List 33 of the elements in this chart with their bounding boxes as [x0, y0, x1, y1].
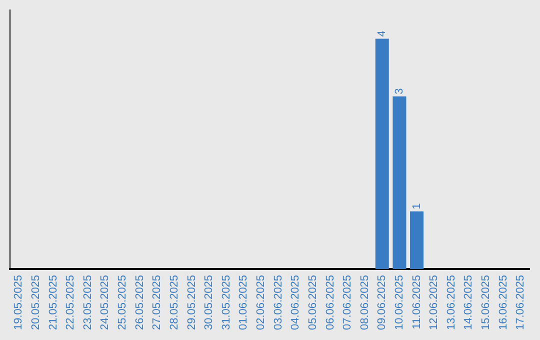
data-label: 1	[410, 203, 423, 210]
data-label: 3	[393, 88, 406, 94]
x-tick-label: 14.06.2025	[462, 274, 475, 330]
x-tick-label: 09.06.2025	[376, 274, 388, 330]
x-tick-label: 02.06.2025	[255, 274, 268, 330]
x-tick-label: 25.05.2025	[116, 274, 129, 330]
x-tick-label: 29.05.2025	[186, 274, 198, 330]
x-tick-label: 22.05.2025	[64, 274, 77, 330]
x-tick-label: 01.06.2025	[238, 274, 250, 330]
data-label: 4	[376, 30, 388, 37]
x-tick-label: 11.06.2025	[410, 274, 423, 330]
x-tick-label: 04.06.2025	[290, 274, 302, 330]
x-tick-label: 05.06.2025	[306, 274, 319, 330]
x-tick-label: 26.05.2025	[134, 274, 146, 330]
x-tick-label: 16.06.2025	[497, 274, 510, 330]
x-tick-label: 27.05.2025	[151, 274, 164, 330]
x-tick-label: 15.06.2025	[480, 274, 492, 330]
x-tick-label: 31.05.2025	[220, 274, 232, 330]
x-tick-label: 07.06.2025	[342, 274, 354, 330]
x-tick-label: 30.05.2025	[203, 274, 216, 330]
x-tick-label: 03.06.2025	[272, 274, 284, 330]
x-tick-label: 13.06.2025	[445, 274, 458, 330]
x-tick-label: 19.05.2025	[12, 274, 25, 330]
x-tick-label: 23.05.2025	[82, 274, 94, 330]
x-tick-label: 06.06.2025	[324, 274, 336, 330]
x-tick-label: 08.06.2025	[358, 274, 371, 330]
x-tick-label: 20.05.2025	[30, 274, 42, 330]
x-tick-label: 28.05.2025	[168, 274, 180, 330]
x-tick-label: 24.05.2025	[99, 274, 112, 330]
x-tick-label: 17.06.2025	[514, 274, 527, 330]
x-tick-label: 21.05.2025	[47, 274, 60, 330]
x-tick-label: 10.06.2025	[393, 274, 406, 330]
x-tick-label: 12.06.2025	[428, 274, 440, 330]
